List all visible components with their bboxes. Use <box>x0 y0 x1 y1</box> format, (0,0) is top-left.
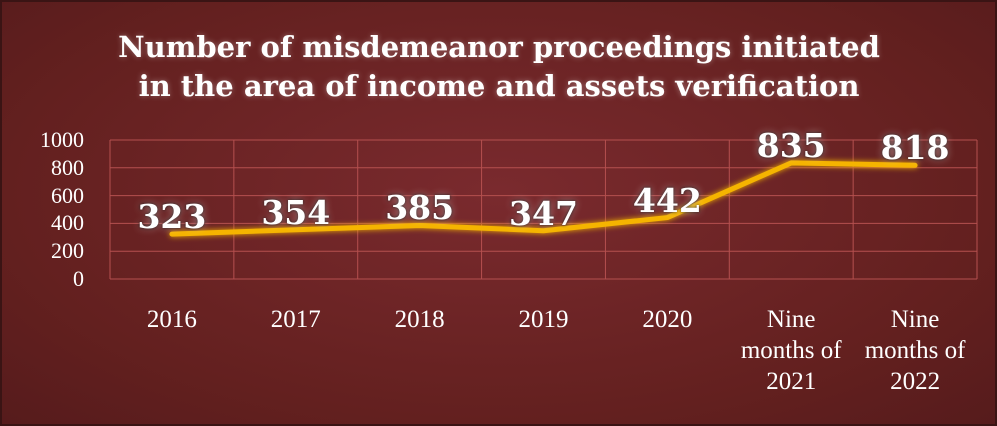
y-tick-label: 0 <box>73 266 84 291</box>
y-tick-label: 600 <box>51 182 84 208</box>
x-tick-label: 2020 <box>642 306 693 333</box>
x-tick-label: 2019 <box>518 306 569 333</box>
data-label: 323 <box>137 197 207 237</box>
data-label: 442 <box>632 180 702 220</box>
data-label: 347 <box>509 193 578 233</box>
chart-title: Number of misdemeanor proceedings initia… <box>118 30 880 103</box>
y-tick-label: 1000 <box>40 127 84 152</box>
data-label: 835 <box>756 125 826 165</box>
x-tick-label: Nine months of 2021 <box>740 306 842 395</box>
x-tick-label: 2017 <box>270 306 321 333</box>
y-tick-label: 400 <box>51 210 84 236</box>
data-label: 354 <box>261 192 331 232</box>
x-tick-label: Nine months of 2022 <box>864 306 966 395</box>
y-tick-label: 200 <box>51 238 84 264</box>
y-tick-label: 800 <box>51 154 84 180</box>
data-line <box>169 160 918 237</box>
data-label: 385 <box>385 188 455 228</box>
x-tick-label: 2016 <box>146 306 197 333</box>
data-label: 818 <box>880 128 950 168</box>
x-tick-label: 2018 <box>394 306 445 333</box>
